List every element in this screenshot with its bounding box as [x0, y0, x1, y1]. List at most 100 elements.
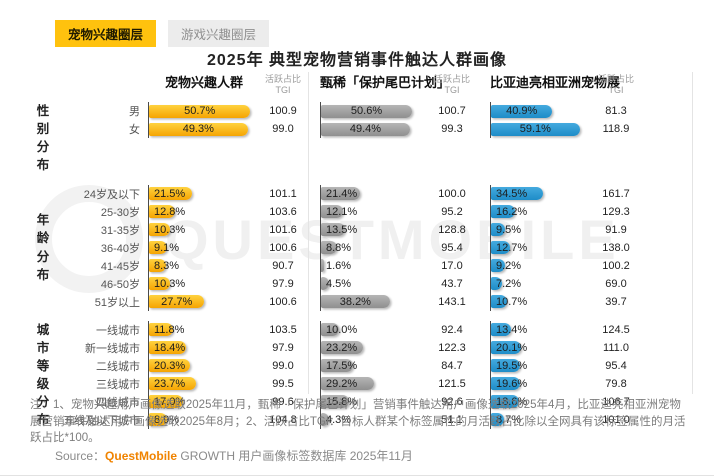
tgi-value: 106.7: [602, 395, 630, 408]
bar-value-label: 59.1%: [519, 123, 551, 135]
bar: [149, 104, 251, 118]
bar-cell: 23.7%: [148, 374, 260, 393]
bar-cell: 21.4%: [320, 184, 428, 203]
table-row: 51岁以上 27.7% 100.6 38.2% 143.1 10.7% 39.7: [56, 292, 642, 311]
table-row: 五线及以下城市 8.9% 104.8 4.3% 51.1 8.7% 101.0: [56, 410, 642, 429]
bar-value-label: 4.5%: [326, 277, 352, 290]
bar-cell: 9.5%: [490, 220, 590, 239]
bar-value-label: 9.5%: [496, 223, 522, 236]
chart-group: 性别分布 男 50.7% 100.9 50.6% 100.7 40.9% 81.3 女 49.3%…: [30, 102, 642, 175]
category-label: 41-45岁: [100, 260, 140, 273]
bar-cell: 18.6%: [490, 392, 590, 411]
bar: [149, 223, 170, 236]
page-title: 2025年 典型宠物营销事件触达人群画像: [206, 52, 508, 69]
bar-cell: 18.4%: [148, 338, 260, 357]
column-headers: 宠物兴趣人群 活跃占比 TGI 甄稀「保护尾巴计划」 活跃占比 TGI 比亚迪亮相亚洲宠物展…: [30, 72, 642, 102]
tgi-value: 100.6: [269, 295, 297, 308]
bar-cell: 8.9%: [148, 410, 260, 429]
bar-cell: 7.2%: [490, 274, 590, 293]
bar-value-label: 8.9%: [154, 413, 180, 426]
tgi-value: 81.3: [605, 105, 627, 117]
bar: [321, 295, 390, 308]
bar-value-label: 23.2%: [326, 341, 358, 354]
bar: [491, 395, 519, 408]
bar-value-label: 8.8%: [326, 241, 352, 254]
group-rows: 男 50.7% 100.9 50.6% 100.7 40.9% 81.3 女 49.3% 99.0…: [56, 102, 642, 175]
metric-header: 活跃占比 TGI: [590, 72, 642, 97]
table-row: 四线城市 17.0% 99.6 15.8% 92.6 18.6% 106.7: [56, 392, 642, 411]
bar-value-label: 12.8%: [154, 205, 186, 218]
bar: [149, 323, 173, 336]
bar-cell: 29.2%: [320, 374, 428, 393]
bar-value-label: 8.7%: [496, 413, 522, 426]
bar-cell: 8.8%: [320, 238, 428, 257]
bar: [491, 277, 502, 290]
tgi-value: 101.1: [269, 187, 297, 200]
tgi-value: 84.7: [441, 359, 463, 372]
category-label: 三线城市: [96, 378, 140, 391]
tab-game-interest[interactable]: 游戏兴趣圈层: [168, 20, 270, 47]
tgi-value: 99.0: [272, 123, 294, 135]
tgi-value: 99.3: [441, 123, 463, 135]
bar-value-label: 49.3%: [182, 123, 214, 135]
metric-header: 活跃占比 TGI: [260, 72, 306, 97]
bar: [321, 277, 330, 290]
tgi-value: 99.6: [272, 395, 294, 408]
tgi-value: 17.0: [441, 259, 463, 272]
category-label: 46-50岁: [100, 278, 140, 291]
category-label: 31-35岁: [100, 224, 140, 237]
bar: [491, 323, 512, 336]
bar-cell: 13.4%: [490, 320, 590, 339]
tgi-value: 161.7: [602, 187, 630, 200]
bar-cell: 12.1%: [320, 202, 428, 221]
section-divider: [692, 72, 693, 394]
tgi-value: 43.7: [441, 277, 463, 290]
chart-group: 年龄分布 24岁及以下 21.5% 101.1 21.4% 100.0 34.5% 161.7…: [30, 184, 642, 311]
bar-value-label: 13.4%: [496, 323, 528, 336]
tgi-value: 100.2: [602, 259, 630, 272]
tgi-value: 129.3: [602, 205, 630, 218]
bar-cell: 38.2%: [320, 292, 428, 311]
bar-value-label: 12.7%: [496, 241, 528, 254]
bar-cell: 4.5%: [320, 274, 428, 293]
table-row: 25-30岁 12.8% 103.6 12.1% 95.2 16.2% 129.3: [56, 202, 642, 221]
bar-value-label: 7.2%: [496, 277, 522, 290]
bar-value-label: 19.5%: [496, 359, 528, 372]
bar: [321, 223, 346, 236]
tgi-value: 103.6: [269, 205, 297, 218]
tab-pet-interest[interactable]: 宠物兴趣圈层: [55, 20, 157, 47]
bar: [321, 241, 337, 254]
source-prefix: Source：: [55, 449, 106, 463]
tgi-value: 95.2: [441, 205, 463, 218]
bar: [491, 187, 543, 200]
table-row: 女 49.3% 99.0 49.4% 99.3 59.1% 118.9: [56, 120, 642, 138]
group-label-text: 性别分布: [36, 104, 50, 173]
source-suffix: GROWTH 用户画像标签数据库 2025年11月: [177, 449, 413, 463]
bar-value-label: 21.5%: [154, 187, 186, 200]
bar-cell: 10.3%: [148, 220, 260, 239]
tgi-value: 39.7: [605, 295, 627, 308]
section-title: 宠物兴趣人群: [164, 75, 243, 90]
bar-value-label: 20.3%: [154, 359, 186, 372]
tgi-value: 101.6: [269, 223, 297, 236]
table-row: 41-45岁 8.3% 90.7 1.6% 17.0 9.2% 100.2: [56, 256, 642, 275]
bar-cell: 16.2%: [490, 202, 590, 221]
tgi-value: 51.1: [441, 413, 463, 426]
tgi-value: 79.8: [605, 377, 627, 390]
bar: [491, 223, 506, 236]
tgi-value: 101.0: [602, 413, 630, 426]
category-label: 五线及以下城市: [63, 414, 140, 427]
bar-cell: 12.7%: [490, 238, 590, 257]
tgi-value: 100.7: [438, 105, 466, 117]
metric-label: 活跃占比: [597, 74, 634, 84]
bar: [149, 295, 205, 308]
bar-value-label: 13.5%: [326, 223, 358, 236]
bar-value-label: 18.6%: [496, 395, 528, 408]
group-label: 性别分布: [30, 102, 56, 175]
bar-value-label: 15.8%: [326, 395, 358, 408]
bar-value-label: 23.7%: [154, 377, 186, 390]
tgi-value: 99.5: [272, 377, 294, 390]
bar-value-label: 17.5%: [326, 359, 358, 372]
bar-cell: 34.5%: [490, 184, 590, 203]
